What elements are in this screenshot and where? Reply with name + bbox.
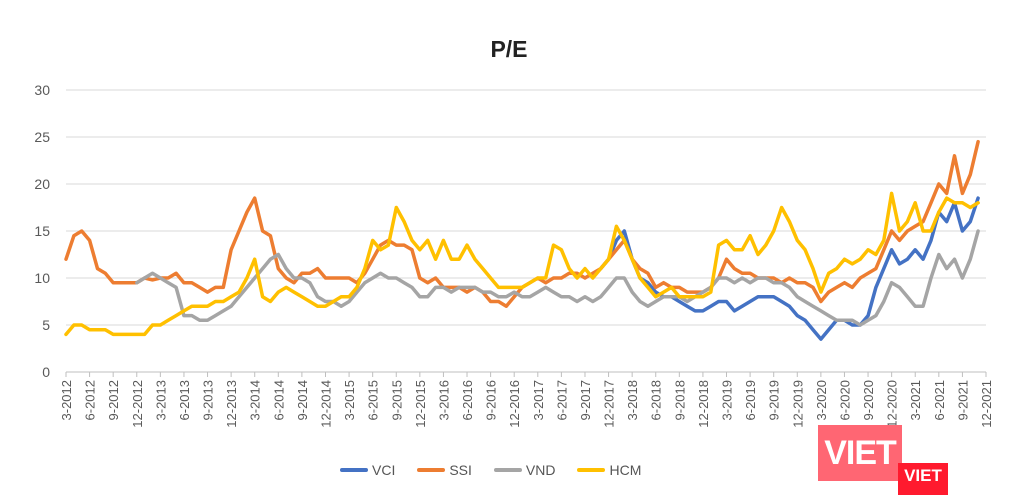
x-tick-label: 12-2019 [790,380,805,428]
x-tick-label: 9-2014 [295,380,310,420]
y-tick-label: 15 [34,223,50,239]
x-tick-label: 9-2016 [484,380,499,420]
x-tick-label: 3-2013 [153,380,168,420]
legend-label: VND [525,462,556,478]
x-tick-label: 9-2019 [767,380,782,420]
x-tick-label: 12-2021 [979,380,994,428]
x-tick-label: 9-2015 [389,380,404,420]
x-tick-label: 9-2018 [672,380,687,420]
legend-item-hcm: HCM [577,462,641,478]
y-tick-label: 0 [42,364,50,380]
legend-swatch [340,468,368,472]
x-tick-label: 9-2012 [106,380,121,420]
x-tick-label: 6-2015 [366,380,381,420]
x-tick-label: 6-2012 [83,380,98,420]
x-tick-label: 12-2014 [318,380,333,428]
x-tick-label: 3-2017 [531,380,546,420]
legend-swatch [493,468,522,472]
x-tick-label: 3-2021 [908,380,923,420]
x-tick-label: 3-2015 [342,380,357,420]
x-tick-label: 6-2020 [837,380,852,420]
x-tick-label: 12-2017 [602,380,617,428]
legend-label: SSI [449,462,472,478]
x-tick-label: 9-2013 [201,380,216,420]
legend-swatch [417,468,446,472]
x-tick-label: 6-2021 [932,380,947,420]
x-tick-label: 6-2017 [554,380,569,420]
y-tick-label: 25 [34,129,50,145]
series-line-ssi [64,139,980,308]
x-tick-label: 3-2019 [720,380,735,420]
series-line-hcm [64,191,980,337]
viet-logo: VIET VIET [818,425,948,495]
y-tick-label: 5 [42,317,50,333]
y-tick-label: 30 [34,82,50,98]
y-tick-label: 10 [34,270,50,286]
x-tick-label: 9-2021 [955,380,970,420]
y-tick-label: 20 [34,176,50,192]
legend-label: HCM [609,462,642,478]
legend-item-ssi: SSI [417,462,472,478]
x-tick-label: 6-2018 [649,380,664,420]
logo-small: VIET [898,463,948,495]
x-tick-label: 3-2016 [436,380,451,420]
x-tick-label: 3-2012 [59,380,74,420]
series-line-vnd [135,229,980,327]
legend-item-vnd: VND [493,462,556,478]
x-tick-label: 12-2015 [413,380,428,428]
x-tick-label: 9-2020 [861,380,876,420]
legend-item-vci: VCI [340,462,395,478]
x-tick-label: 3-2020 [814,380,829,420]
x-tick-label: 9-2017 [578,380,593,420]
x-tick-label: 12-2012 [130,380,145,428]
x-tick-label: 12-2013 [224,380,239,428]
legend: VCI SSI VND HCM [340,462,641,478]
x-tick-label: 3-2014 [248,380,263,420]
legend-label: VCI [372,462,396,478]
chart-title: P/E [490,36,528,62]
x-tick-label: 12-2020 [885,380,900,428]
x-tick-label: 3-2018 [625,380,640,420]
x-tick-label: 6-2014 [271,380,286,420]
logo-large: VIET [818,425,902,481]
x-tick-label: 6-2016 [460,380,475,420]
x-tick-label: 6-2019 [743,380,758,420]
legend-swatch [577,468,606,472]
x-tick-label: 6-2013 [177,380,192,420]
x-tick-label: 12-2016 [507,380,522,428]
x-tick-label: 12-2018 [696,380,711,428]
